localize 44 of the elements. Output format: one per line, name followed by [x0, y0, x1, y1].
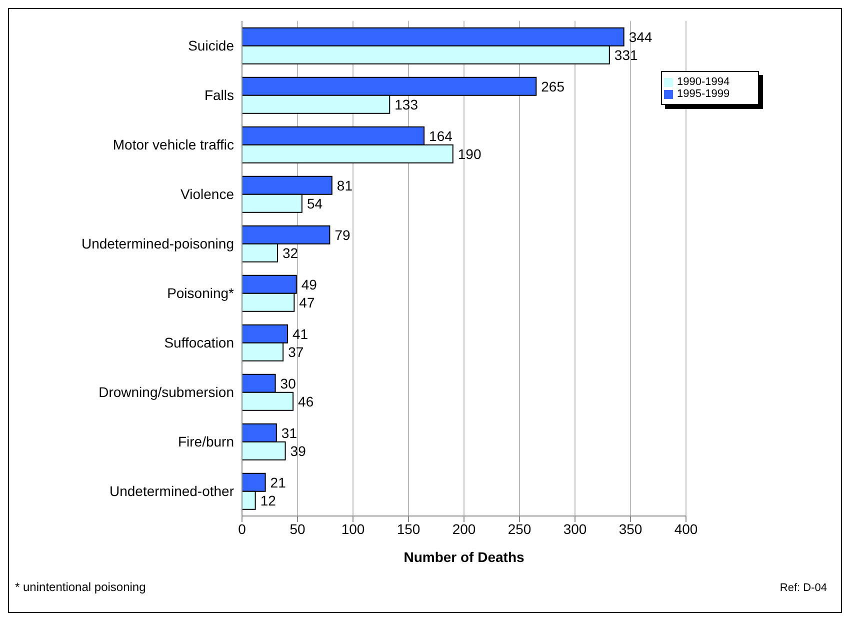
data-label: 39 [290, 442, 306, 459]
y-tick-label: Poisoning* [167, 285, 235, 302]
legend-label: 1995-1999 [677, 88, 730, 100]
data-label: 133 [394, 96, 418, 112]
y-tick-label: Suffocation [164, 334, 234, 351]
data-label: 30 [280, 375, 296, 392]
text: Ref: D-04 [780, 582, 827, 594]
x-tick-label: 250 [508, 520, 532, 537]
data-label: 41 [292, 326, 308, 342]
data-label: 37 [288, 344, 304, 360]
data-label: 331 [614, 46, 638, 63]
y-tick-label: Suicide [188, 38, 234, 54]
data-label: 31 [281, 424, 298, 441]
text: * unintentional poisoning [15, 580, 146, 594]
data-label: 344 [628, 28, 652, 45]
y-tick-label: Violence [180, 186, 234, 202]
x-tick-label: 0 [238, 520, 246, 537]
data-label: 79 [334, 226, 350, 243]
y-tick-label: Fire/burn [178, 434, 234, 450]
data-label: 265 [541, 78, 565, 94]
y-tick-label: Falls [204, 87, 234, 104]
y-tick-label: Motor vehicle traffic [112, 136, 234, 153]
x-tick-label: 100 [341, 520, 365, 537]
data-label: 81 [336, 177, 353, 194]
x-tick-label: 50 [290, 520, 306, 537]
x-tick-label: 300 [563, 520, 587, 537]
x-tick-label: 150 [396, 520, 420, 537]
legend-label: 1990-1994 [677, 76, 730, 88]
y-tick-label: Drowning/submersion [98, 384, 234, 400]
data-label: 164 [429, 128, 453, 144]
data-label: 32 [282, 244, 298, 261]
data-label: 12 [260, 492, 276, 508]
data-label: 47 [299, 294, 315, 310]
data-label: 46 [298, 393, 314, 410]
y-tick-label: Undetermined-poisoning [81, 236, 234, 252]
y-tick-label: Undetermined-other [109, 483, 234, 500]
data-label: 190 [458, 146, 482, 162]
x-tick-label: 400 [674, 520, 698, 537]
data-label: 49 [301, 276, 318, 292]
data-label: 21 [270, 474, 286, 490]
data-label: 54 [306, 195, 323, 212]
x-tick-label: 350 [618, 520, 642, 537]
x-tick-label: 200 [452, 520, 476, 537]
x-axis-title: Number of Deaths [404, 549, 524, 565]
